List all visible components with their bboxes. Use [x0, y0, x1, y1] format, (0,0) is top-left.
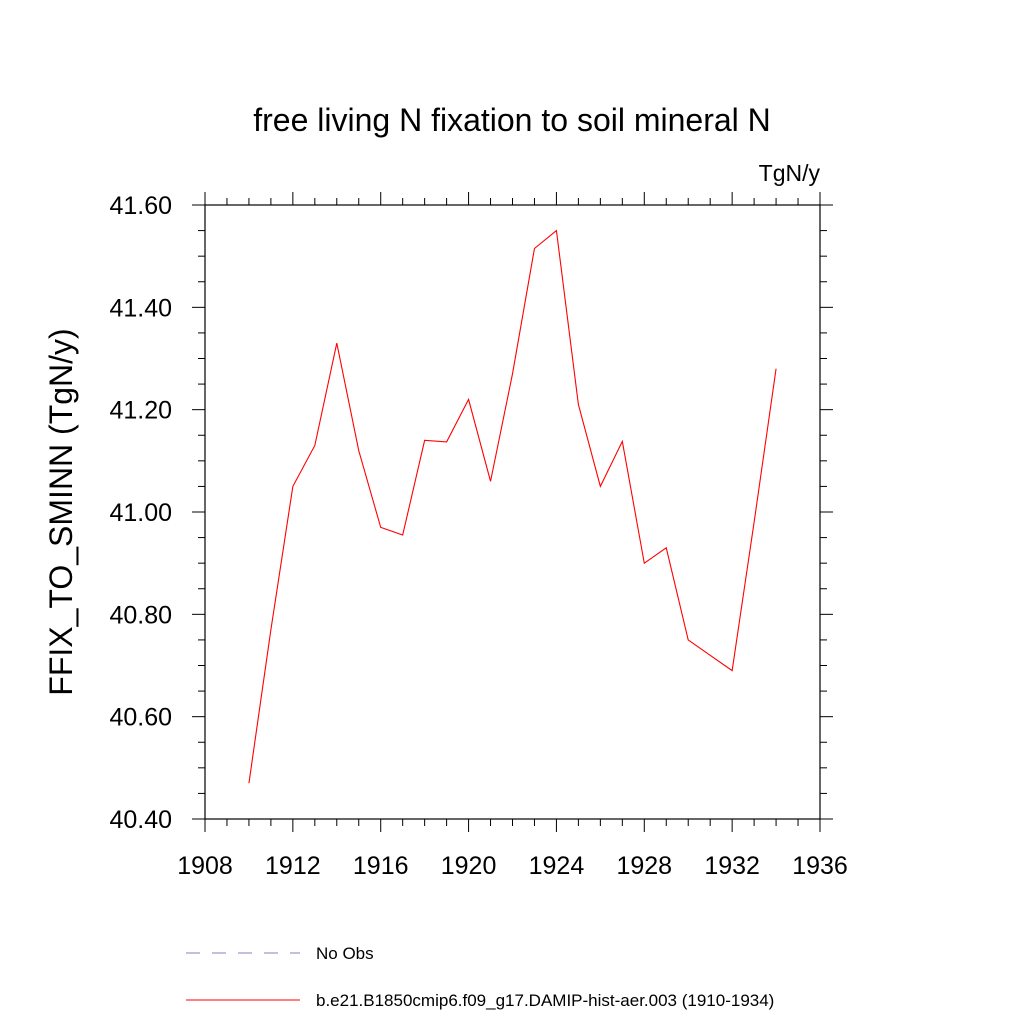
x-tick-label: 1908	[177, 852, 233, 880]
y-tick-label: 41.20	[109, 397, 172, 425]
x-tick-label: 1912	[265, 852, 321, 880]
series-line	[248, 229, 777, 784]
y-tick-label: 41.60	[109, 192, 172, 220]
plot-area: 1908 1912 1916 1920 1924 1928 1932 1936 40.40 40.…	[109, 192, 848, 880]
chart-title: free living N fixation to soil mineral N	[253, 102, 771, 138]
x-tick-label: 1916	[353, 852, 409, 880]
units-label: TgN/y	[759, 160, 821, 186]
x-tick-label: 1920	[441, 852, 497, 880]
x-tick-label: 1932	[704, 852, 760, 880]
y-tick-label: 41.40	[109, 294, 172, 322]
y-tick-label: 41.00	[109, 499, 172, 527]
legend-label: No Obs	[316, 944, 374, 963]
x-tick-label: 1924	[529, 852, 585, 880]
y-tick-label: 40.40	[109, 806, 172, 834]
y-tick-label: 40.80	[109, 601, 172, 629]
x-tick-label: 1928	[616, 852, 672, 880]
y-axis-label: FFIX_TO_SMINN (TgN/y)	[43, 328, 79, 695]
x-tick-label: 1936	[792, 852, 848, 880]
legend-label: b.e21.B1850cmip6.f09_g17.DAMIP-hist-aer.…	[316, 991, 774, 1010]
plot-frame	[204, 204, 821, 820]
y-tick-label: 40.60	[109, 704, 172, 732]
legend: No Obs b.e21.B1850cmip6.f09_g17.DAMIP-his…	[186, 944, 774, 1010]
